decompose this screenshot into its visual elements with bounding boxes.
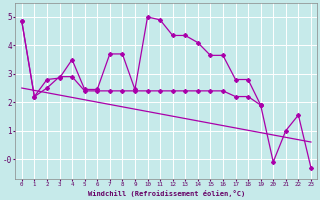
- X-axis label: Windchill (Refroidissement éolien,°C): Windchill (Refroidissement éolien,°C): [88, 190, 245, 197]
